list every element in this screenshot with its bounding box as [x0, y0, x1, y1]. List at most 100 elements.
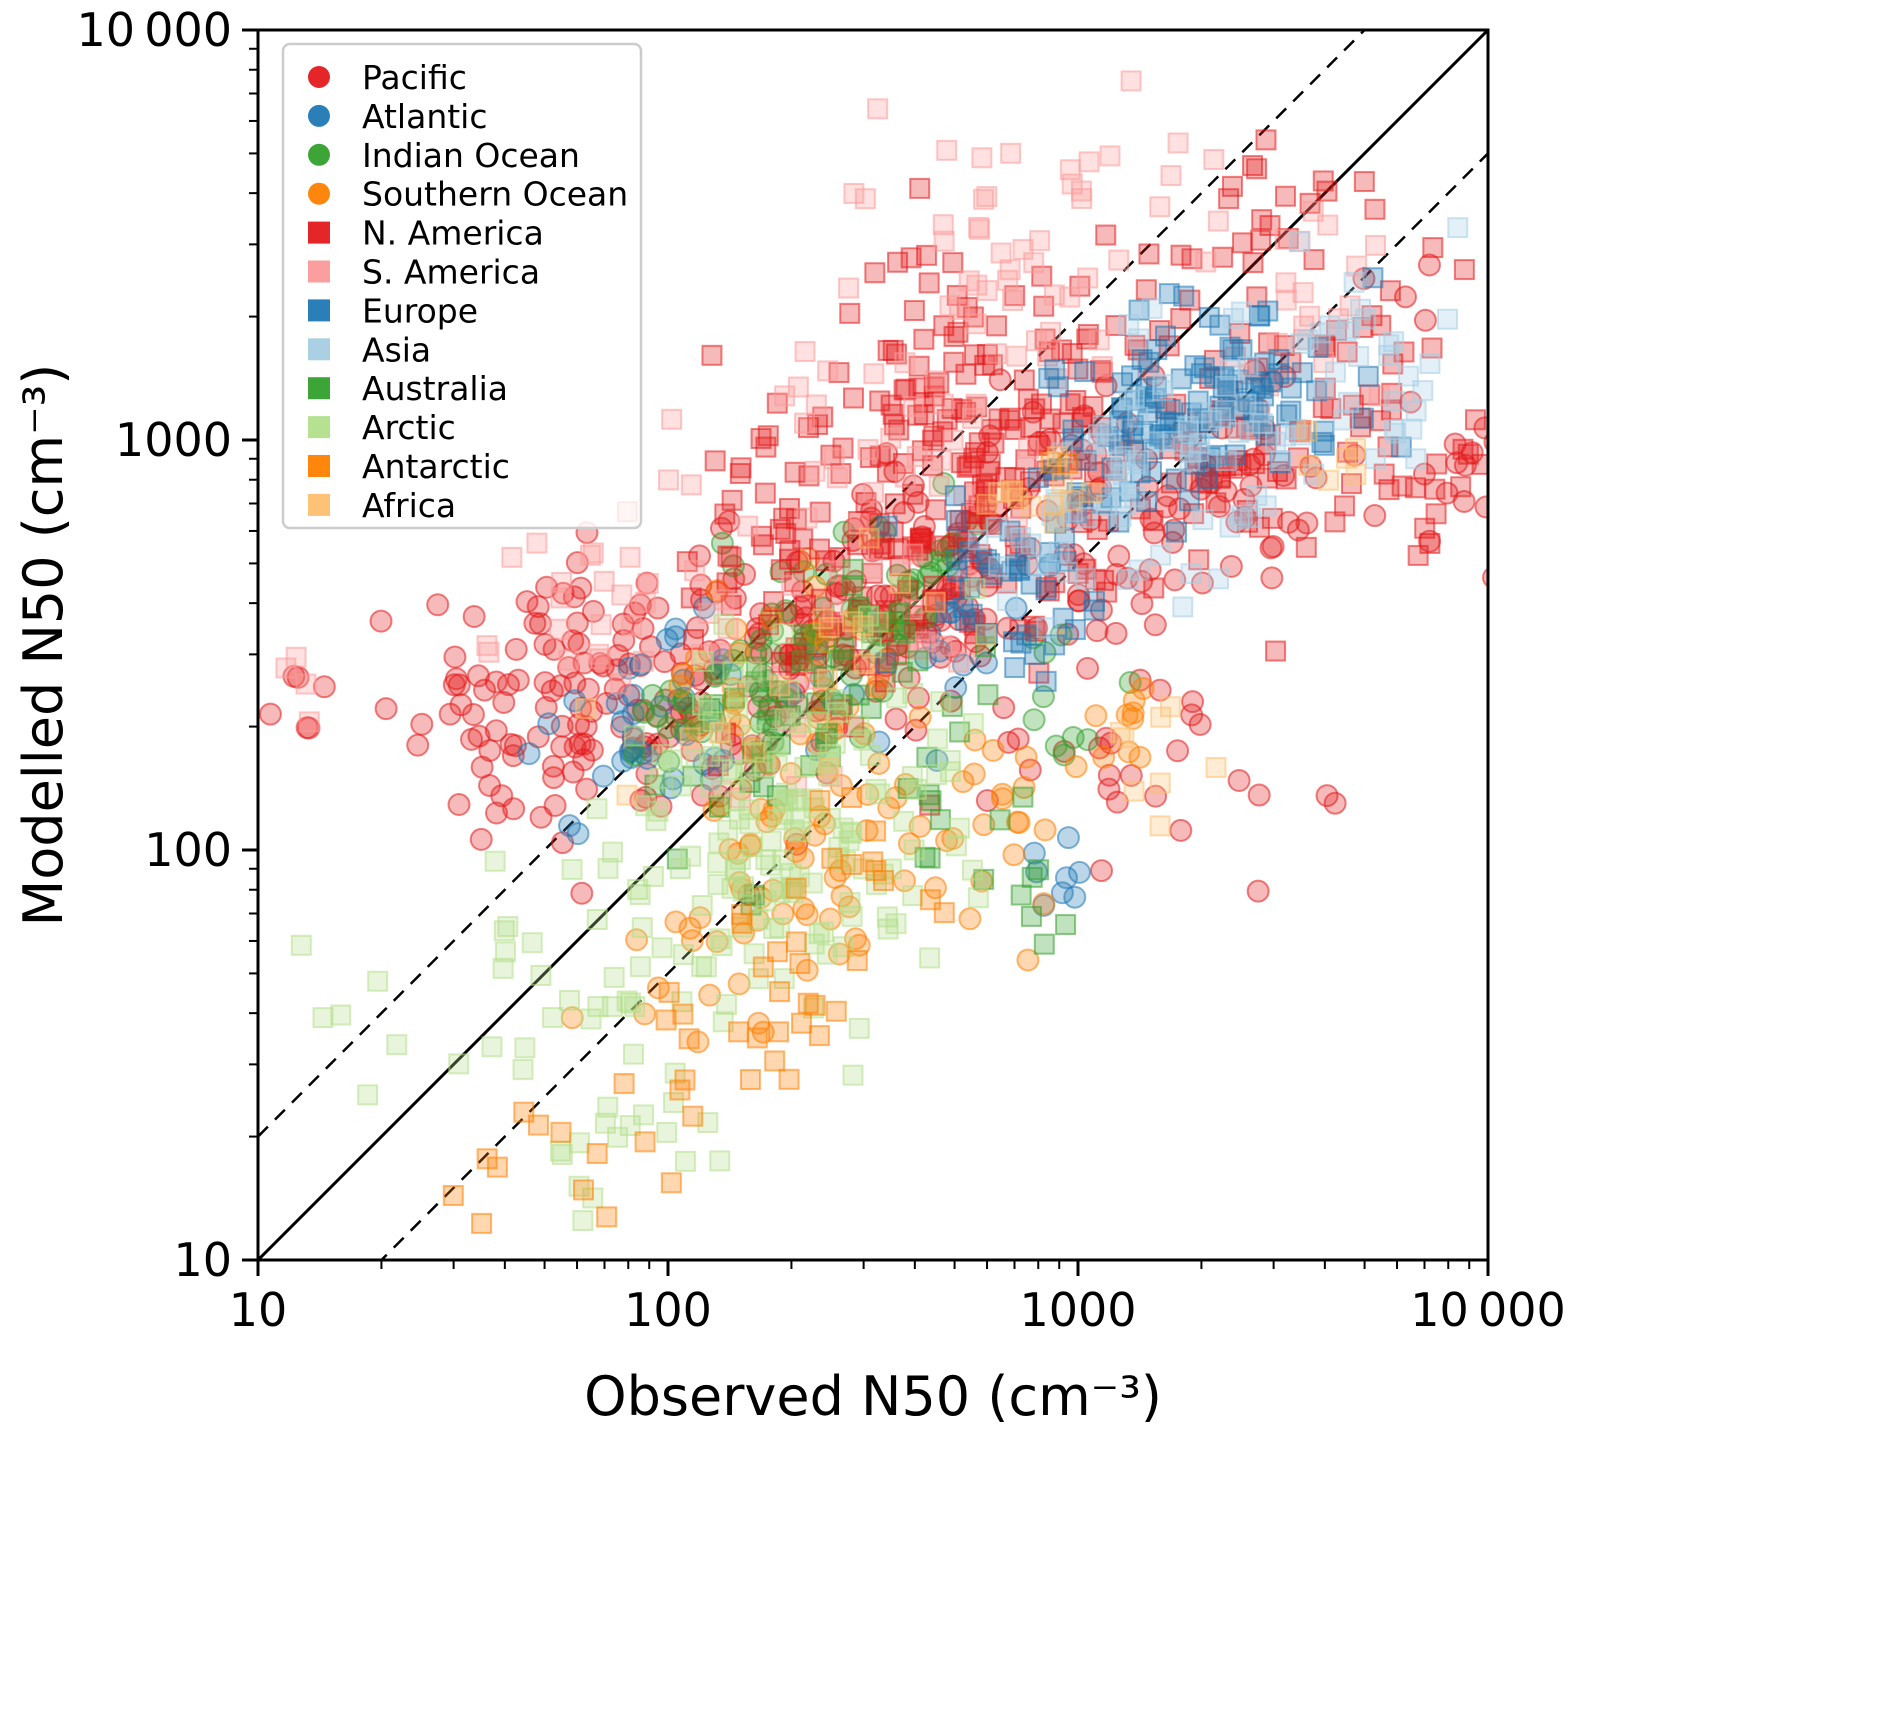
data-point — [558, 989, 580, 1011]
legend-item-southern-ocean: Southern Ocean — [308, 175, 628, 214]
data-point — [876, 515, 898, 537]
data-point — [988, 556, 1010, 578]
legend-label: Arctic — [362, 408, 456, 447]
data-point — [1124, 386, 1146, 408]
data-point — [1482, 567, 1488, 588]
data-point — [1230, 301, 1252, 323]
data-point — [1062, 419, 1084, 441]
data-point — [913, 328, 935, 350]
data-point — [570, 881, 594, 905]
data-point — [805, 692, 827, 714]
legend-marker-circle — [308, 66, 330, 88]
data-point — [1172, 596, 1194, 618]
data-point — [936, 139, 958, 161]
data-point — [575, 698, 597, 720]
data-point — [486, 1156, 508, 1178]
data-point — [637, 572, 659, 594]
data-point — [1474, 495, 1488, 519]
data-point — [1150, 706, 1172, 728]
legend-marker-square — [308, 455, 330, 477]
data-point — [1025, 330, 1047, 352]
data-point — [647, 800, 669, 822]
legend-label: Europe — [362, 291, 478, 330]
data-point — [1251, 413, 1273, 435]
data-point — [939, 749, 961, 771]
data-point — [512, 1058, 534, 1080]
data-point — [1012, 786, 1034, 808]
series-arctic — [290, 578, 989, 1232]
legend-marker-circle — [308, 143, 330, 166]
data-point — [990, 782, 1014, 806]
data-point — [1260, 371, 1282, 393]
data-point — [833, 638, 855, 660]
data-point — [853, 729, 875, 751]
data-point — [590, 614, 612, 636]
data-point — [740, 724, 762, 746]
data-point — [693, 650, 715, 672]
data-point — [1055, 914, 1077, 936]
series-antarctic — [442, 451, 1079, 1234]
data-point — [469, 827, 493, 851]
data-point — [709, 1150, 731, 1172]
data-point — [621, 683, 645, 707]
data-point — [818, 617, 840, 639]
data-point — [1059, 286, 1081, 308]
data-point — [876, 906, 898, 928]
data-point — [1453, 453, 1477, 477]
data-point — [1295, 536, 1317, 558]
data-point — [1295, 511, 1319, 535]
data-point — [967, 529, 989, 551]
data-point — [794, 341, 816, 363]
data-point — [1013, 369, 1035, 391]
data-point — [312, 1007, 334, 1029]
data-point — [829, 649, 851, 671]
data-point — [954, 609, 976, 631]
data-point — [492, 957, 514, 979]
data-point — [824, 689, 846, 711]
data-point — [551, 1143, 573, 1165]
data-point — [737, 515, 759, 537]
data-point — [842, 558, 864, 580]
data-point — [976, 280, 998, 302]
data-point — [1195, 251, 1217, 273]
data-point — [827, 701, 849, 723]
legend-marker-square — [308, 299, 330, 322]
data-point — [777, 789, 799, 811]
data-point — [889, 555, 911, 577]
data-point — [658, 981, 680, 1003]
data-point — [1070, 180, 1092, 202]
legend-label: Indian Ocean — [362, 136, 580, 175]
data-point — [790, 712, 812, 734]
data-point — [973, 188, 995, 210]
data-point — [386, 1034, 408, 1056]
data-point — [1212, 246, 1234, 268]
data-point — [551, 571, 573, 593]
data-point — [537, 712, 561, 736]
data-point — [838, 277, 860, 299]
data-point — [1017, 437, 1039, 459]
series-australia — [644, 550, 1077, 955]
data-point — [1247, 783, 1271, 807]
data-point — [484, 850, 506, 872]
data-point — [1051, 473, 1073, 495]
data-point — [670, 775, 692, 797]
data-point — [1381, 382, 1403, 404]
data-point — [974, 636, 996, 658]
data-point — [916, 244, 938, 266]
data-point — [876, 461, 898, 483]
data-point — [1352, 407, 1374, 429]
data-point — [1143, 431, 1165, 453]
data-point — [1118, 671, 1142, 695]
data-point — [842, 1064, 864, 1086]
data-point — [772, 623, 794, 645]
data-point — [716, 572, 738, 594]
data-point — [586, 1143, 608, 1165]
data-point — [774, 385, 796, 407]
data-point — [965, 313, 987, 335]
data-point — [962, 762, 986, 786]
data-point — [792, 528, 814, 550]
data-point — [502, 797, 526, 821]
legend-marker-square — [308, 493, 330, 516]
data-point — [1198, 306, 1220, 328]
data-point — [1425, 503, 1447, 525]
